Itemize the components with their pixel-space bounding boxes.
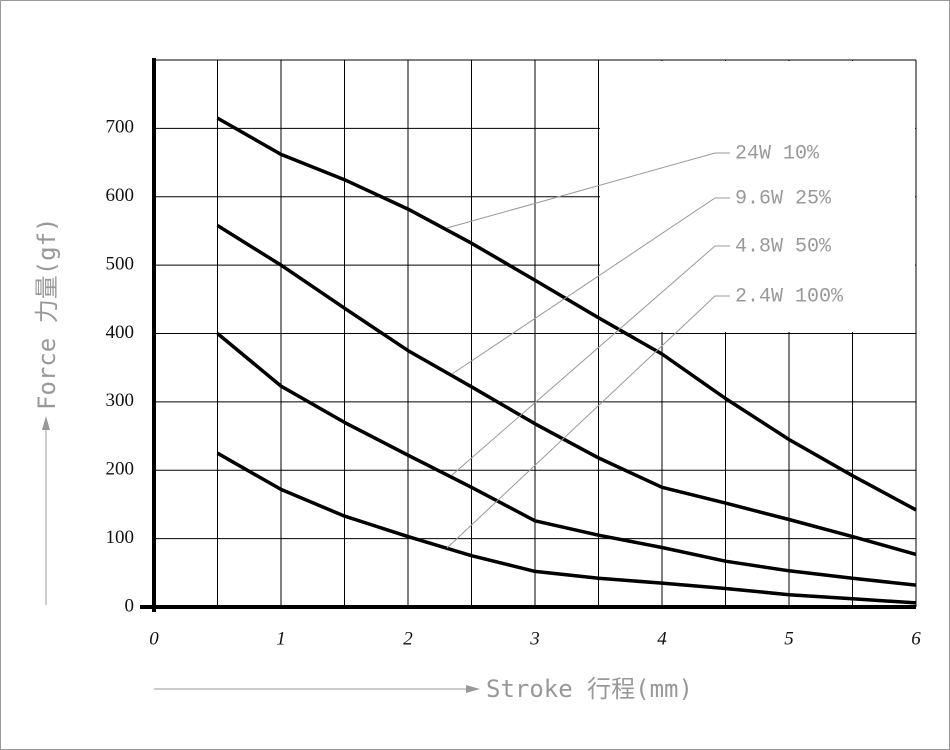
labels: 0 100 200 300 400 500 600 700 0 1 2 3 4 5 6 24W 10% 9.6W… — [106, 117, 922, 650]
x-tick-label: 1 — [276, 628, 286, 649]
series-line — [216, 224, 917, 557]
x-tick-label: 4 — [657, 628, 667, 649]
leader-line — [451, 197, 730, 375]
lines — [216, 116, 917, 605]
x-tick-label: 3 — [529, 628, 540, 649]
x-axis-title: Stroke 行程(mm) — [486, 675, 693, 703]
series-label: 24W 10% — [735, 142, 820, 165]
label-area — [600, 61, 915, 332]
y-tick-label: 600 — [106, 185, 135, 206]
x-tick-label: 0 — [149, 628, 159, 649]
y-tick-label: 0 — [125, 595, 135, 616]
y-tick-label: 200 — [106, 459, 135, 480]
series-line — [216, 116, 917, 512]
y-arrow-head — [42, 416, 50, 430]
leader-line — [446, 295, 730, 549]
leader-line — [451, 245, 730, 476]
series-label: 2.4W 100% — [735, 285, 844, 308]
y-tick-label: 100 — [106, 527, 135, 548]
x-tick-label: 2 — [403, 628, 413, 649]
series-label: 4.8W 50% — [735, 235, 832, 258]
y-axis-title: Force 力量(gf) — [33, 218, 61, 411]
y-tick-label: 300 — [106, 390, 135, 411]
y-tick-label: 700 — [106, 117, 135, 138]
y-tick-label: 400 — [106, 322, 135, 343]
x-tick-label: 5 — [784, 628, 794, 649]
x-arrow-head — [466, 685, 480, 693]
series-line — [216, 451, 917, 605]
y-tick-label: 500 — [106, 253, 135, 274]
x-tick-label: 6 — [911, 628, 921, 649]
series-line — [216, 332, 917, 587]
leader-line — [446, 152, 730, 229]
series-label: 9.6W 25% — [735, 187, 832, 210]
